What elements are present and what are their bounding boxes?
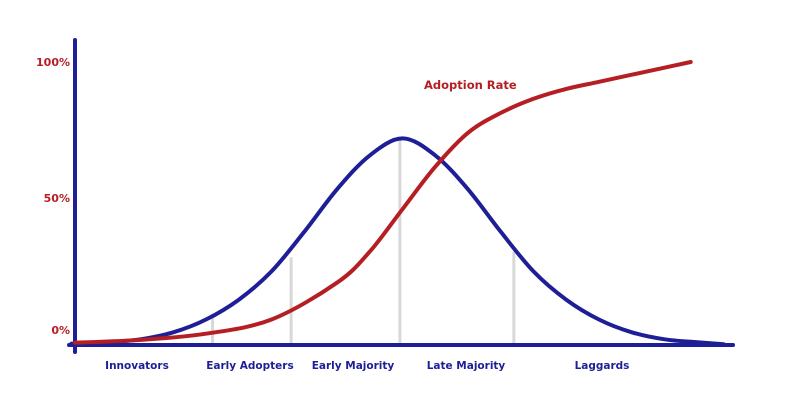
adoption-rate-s-curve [73,60,693,345]
axes [67,38,735,354]
category-label-late-majority: Late Majority [427,360,506,372]
category-label-early-adopters: Early Adopters [206,360,293,372]
adoption-rate-annotation: Adoption Rate [424,78,517,92]
category-label-early-majority: Early Majority [312,360,395,372]
y-tick-0: 0% [51,324,70,337]
adopter-distribution-bell-curve [69,136,726,347]
y-tick-50: 50% [44,192,70,205]
curves [69,60,726,347]
category-label-laggards: Laggards [575,360,630,372]
category-label-innovators: Innovators [105,360,169,372]
segment-dividers [211,138,516,345]
y-tick-100: 100% [36,56,70,69]
